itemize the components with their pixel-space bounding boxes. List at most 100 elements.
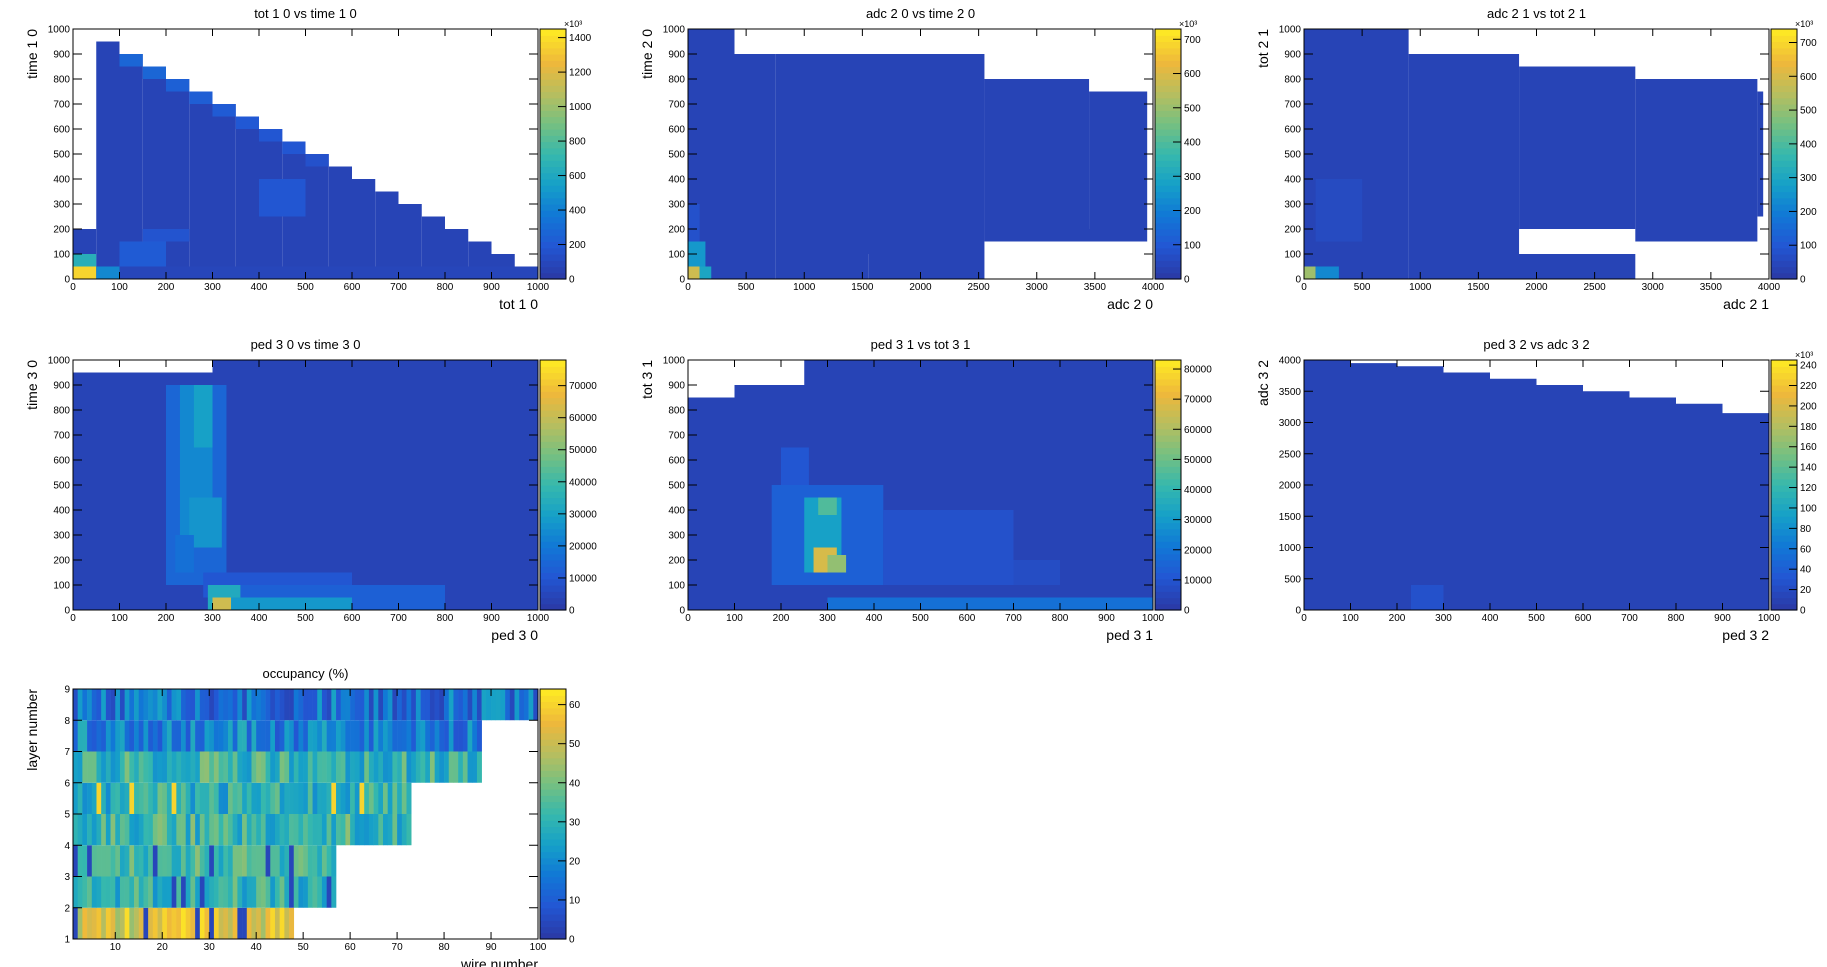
heatmap-cell <box>162 814 168 846</box>
y-tick-label: 900 <box>668 381 685 392</box>
heatmap-cell <box>246 907 252 939</box>
colorbar-segment <box>540 360 566 367</box>
heatmap-cell <box>406 814 412 846</box>
colorbar-segment <box>540 751 566 759</box>
heatmap-cell <box>124 907 130 939</box>
colorbar-segment <box>540 472 566 480</box>
heatmap-cell <box>195 814 201 846</box>
colorbar-segment <box>540 466 566 474</box>
colorbar-segment <box>1771 603 1797 611</box>
heatmap-cell <box>444 720 450 752</box>
heatmap-cell <box>242 751 248 783</box>
colorbar-segment <box>540 422 566 430</box>
heatmap-cell <box>307 689 313 721</box>
y-tick-label: 100 <box>53 250 70 261</box>
colorbar-tick-label: 800 <box>569 137 586 148</box>
heatmap-cell <box>143 814 149 846</box>
heatmap-cell <box>73 372 538 610</box>
colorbar-segment <box>1771 185 1797 193</box>
colorbar-segment <box>540 820 566 828</box>
colorbar-segment <box>540 478 566 486</box>
colorbar-tick-label: 20000 <box>1184 545 1212 556</box>
colorbar-tick-label: 0 <box>569 935 575 946</box>
colorbar-segment <box>540 745 566 753</box>
heatmap-cell <box>101 845 107 877</box>
heatmap-cell <box>345 689 351 721</box>
heatmap-cell <box>368 782 374 814</box>
heatmap-cell <box>232 845 238 877</box>
heatmap-cell <box>129 720 135 752</box>
colorbar-segment <box>540 895 566 903</box>
heatmap-cell <box>1304 266 1316 279</box>
y-tick-label: 4000 <box>1279 356 1302 367</box>
heatmap-cell <box>73 266 97 279</box>
heatmap-cell <box>110 814 116 846</box>
y-tick-label: 0 <box>64 606 70 617</box>
heatmap-cell <box>166 907 172 939</box>
y-tick-label: 700 <box>53 100 70 111</box>
heatmap-cell <box>176 720 182 752</box>
colorbar-frame <box>539 359 567 611</box>
chart-title: adc 2 1 vs tot 2 1 <box>1487 6 1586 21</box>
heatmap-cell <box>467 751 473 783</box>
x-tick-label: 200 <box>158 613 175 624</box>
heatmap-cell <box>181 720 187 752</box>
x-tick-label: 1000 <box>527 613 550 624</box>
heatmap-cell <box>212 597 232 610</box>
heatmap-cell <box>406 751 412 783</box>
heatmap-cell <box>293 876 299 908</box>
heatmap-cell <box>148 782 154 814</box>
heatmap-cell <box>129 814 135 846</box>
colorbar-segment <box>540 372 566 380</box>
heatmap-cell <box>105 845 111 877</box>
y-tick-label: 800 <box>53 75 70 86</box>
heatmap-cell <box>317 751 323 783</box>
heatmap-cell <box>204 689 210 721</box>
heatmap-cell <box>411 689 417 721</box>
y-tick-label: 400 <box>53 175 70 186</box>
chart-title: tot 1 0 vs time 1 0 <box>254 6 357 21</box>
heatmap-cell <box>1315 179 1363 242</box>
heatmap-cell <box>96 782 102 814</box>
heatmap-cell <box>110 845 116 877</box>
heatmap-cell <box>199 845 205 877</box>
heatmap-cell <box>331 689 337 721</box>
heatmap-cell <box>185 689 191 721</box>
heatmap-cell <box>148 876 154 908</box>
x-tick-label: 900 <box>483 613 500 624</box>
heatmap-cell <box>218 782 224 814</box>
heatmap-cell <box>204 907 210 939</box>
heatmap-cell <box>195 782 201 814</box>
colorbar-segment <box>540 366 566 374</box>
colorbar-segment <box>1155 172 1181 180</box>
heatmap-cell <box>152 845 158 877</box>
heatmap-cell <box>411 751 417 783</box>
colorbar-segment <box>540 591 566 599</box>
colorbar-tick-label: 0 <box>1800 275 1806 286</box>
colorbar-segment <box>540 597 566 605</box>
x-tick-label: 1500 <box>1467 282 1490 293</box>
heatmap-cell <box>181 689 187 721</box>
colorbar-segment <box>1771 172 1797 180</box>
y-axis-label: time 1 0 <box>24 29 40 79</box>
colorbar-frame <box>1770 359 1798 611</box>
y-tick-label: 700 <box>668 100 685 111</box>
colorbar-segment <box>1155 241 1181 249</box>
heatmap-cell <box>458 751 464 783</box>
x-tick-label: 0 <box>1301 282 1307 293</box>
heatmap-cell <box>166 79 190 267</box>
heatmap-cell <box>354 814 360 846</box>
colorbar-segment <box>1771 553 1797 561</box>
colorbar-segment <box>540 172 566 180</box>
colorbar-exponent: ×10³ <box>1795 19 1813 29</box>
colorbar-tick-label: 10 <box>569 895 581 906</box>
x-axis-label: adc 2 0 <box>1107 296 1153 312</box>
heatmap-cell <box>804 360 1153 385</box>
colorbar-segment <box>1155 453 1181 461</box>
heatmap-cell <box>218 907 224 939</box>
colorbar-segment <box>540 926 566 934</box>
colorbar-segment <box>1155 416 1181 424</box>
chart-title: adc 2 0 vs time 2 0 <box>866 6 975 21</box>
heatmap-cell <box>317 689 323 721</box>
panel-ped31-tot31: ped 3 1 vs tot 3 1 0 100 200 300 400 500 600 700… <box>639 337 1212 643</box>
